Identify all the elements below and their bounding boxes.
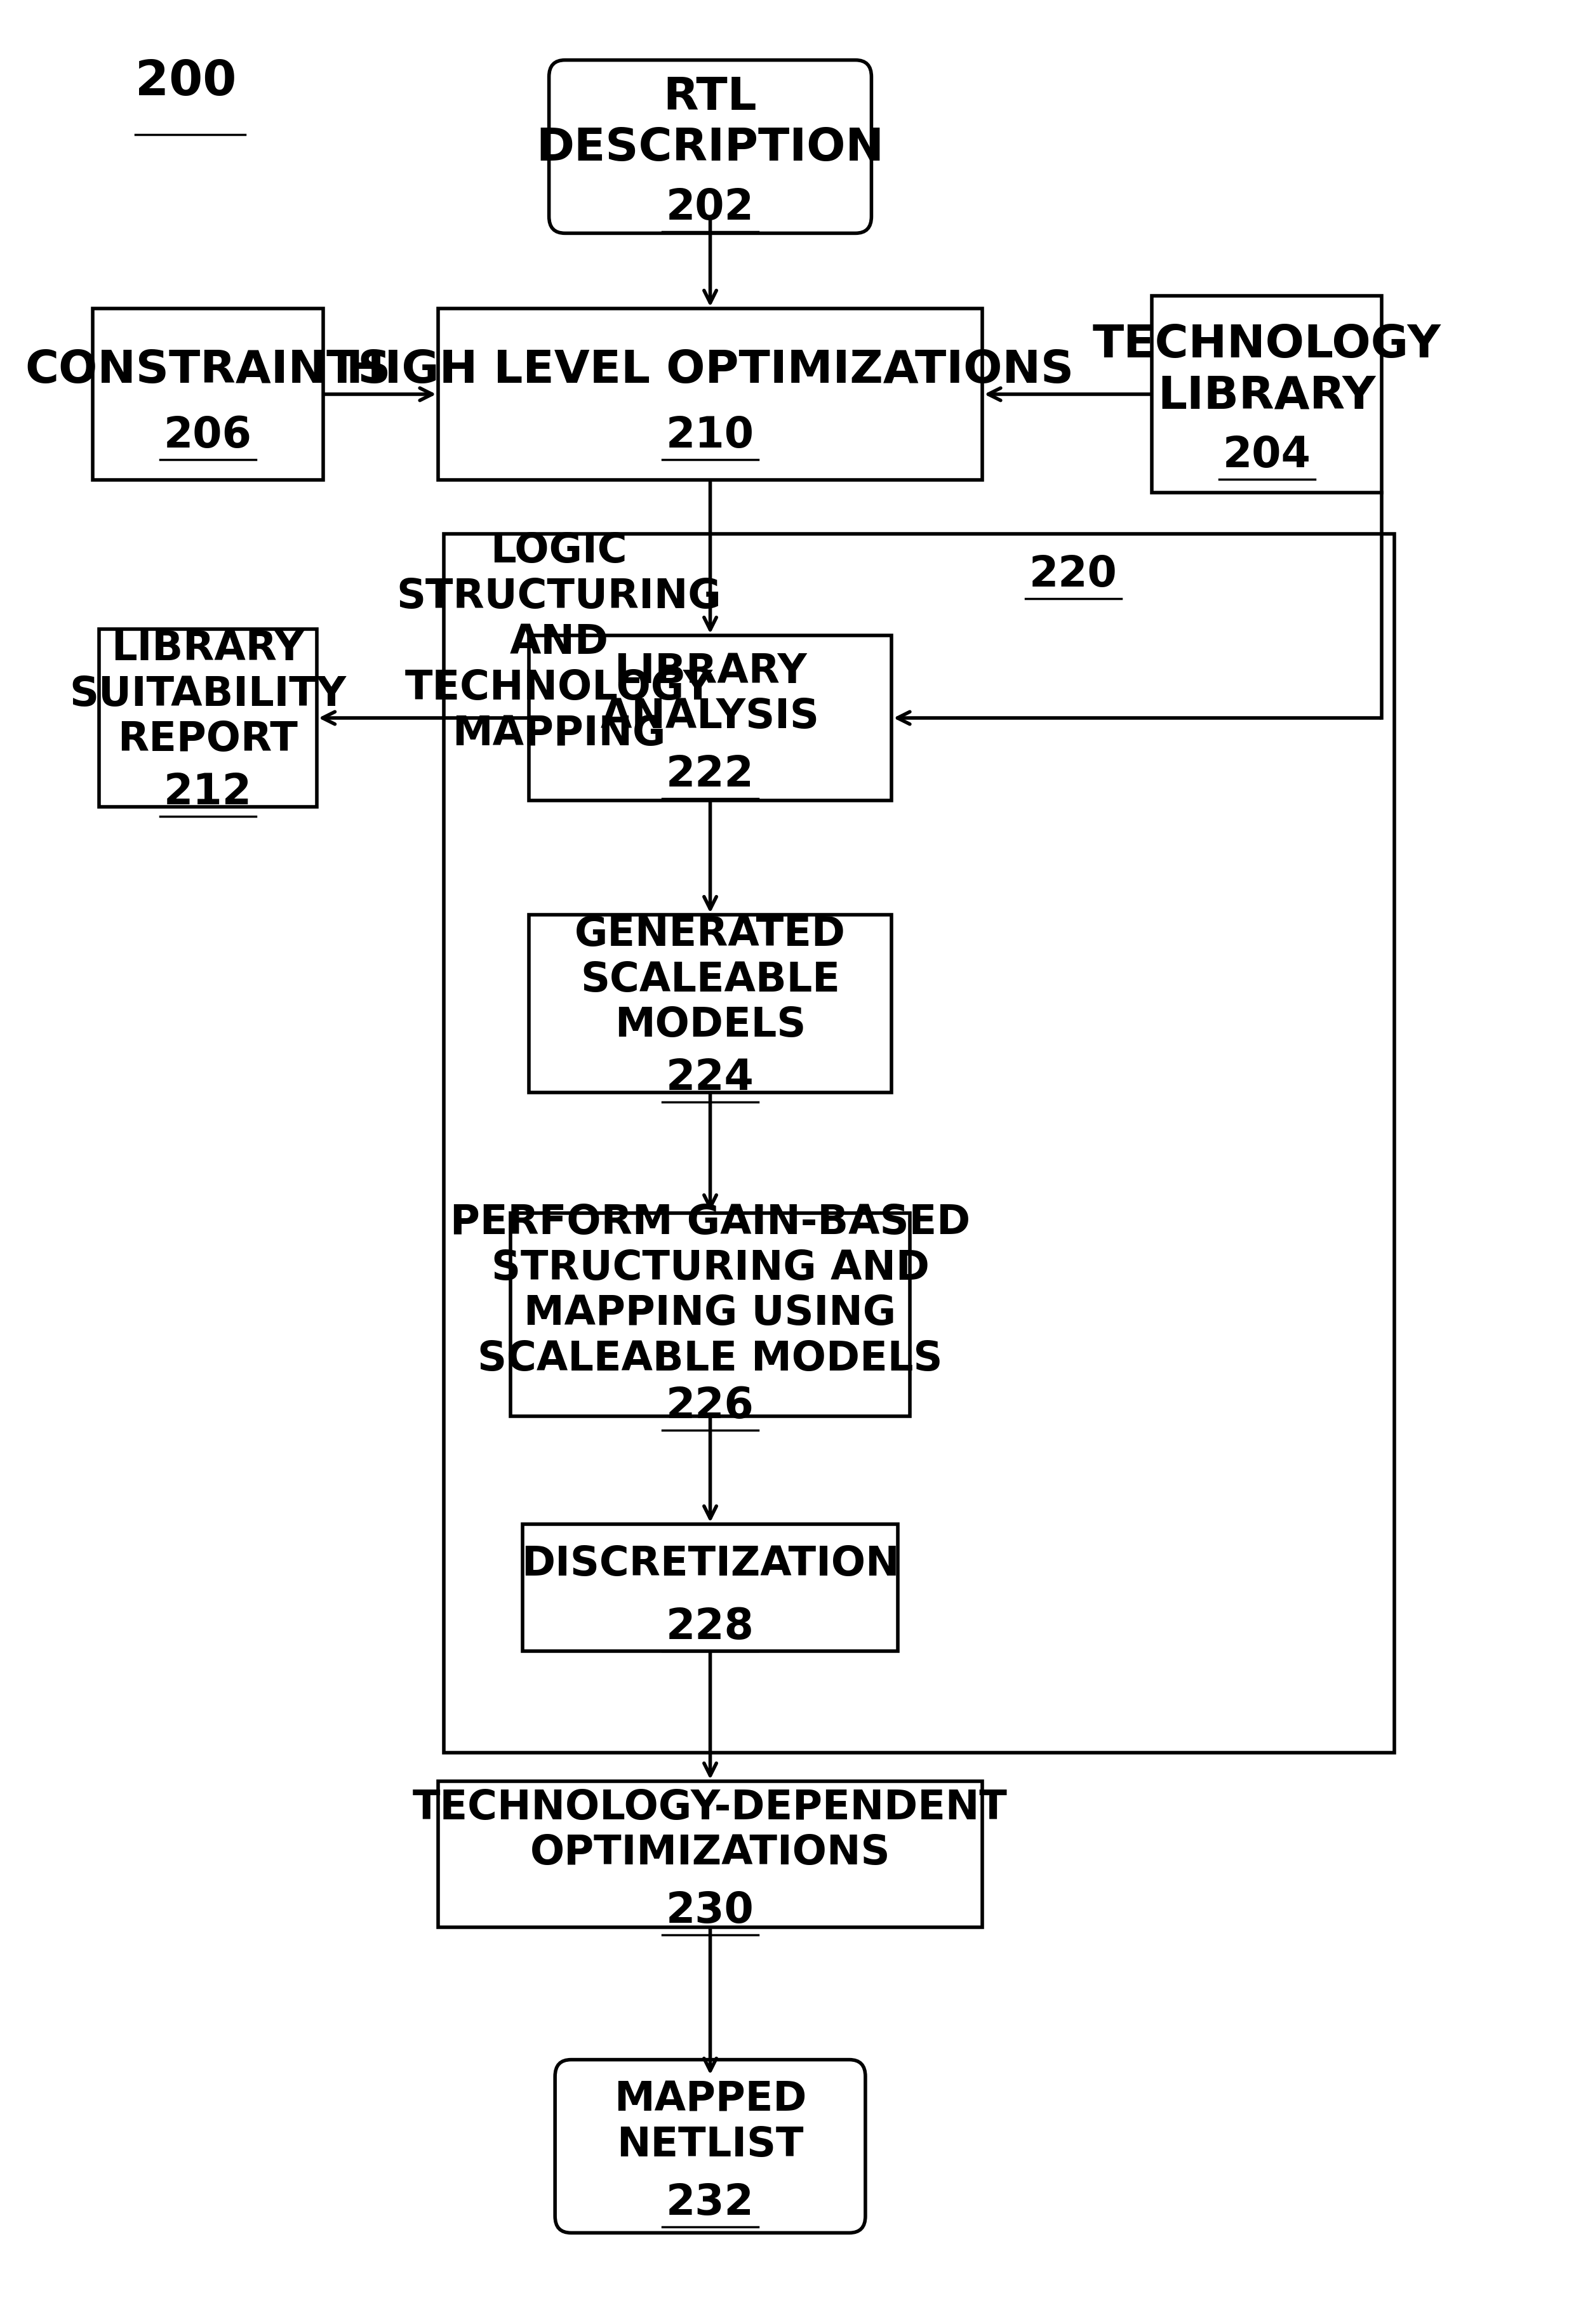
Text: HIGH LEVEL OPTIMIZATIONS: HIGH LEVEL OPTIMIZATIONS	[346, 349, 1073, 393]
Text: TECHNOLOGY
LIBRARY: TECHNOLOGY LIBRARY	[1093, 323, 1442, 418]
Bar	[510, 1213, 909, 1418]
Text: RTL
DESCRIPTION: RTL DESCRIPTION	[536, 77, 884, 170]
Text: 226: 226	[667, 1385, 754, 1427]
Text: 212: 212	[164, 772, 252, 813]
Text: LIBRARY
SUITABILITY
REPORT: LIBRARY SUITABILITY REPORT	[70, 630, 346, 760]
FancyBboxPatch shape	[549, 60, 871, 235]
Bar	[528, 637, 892, 802]
Bar	[439, 1783, 983, 1927]
Bar	[99, 630, 317, 806]
Text: DISCRETIZATION: DISCRETIZATION	[522, 1543, 900, 1583]
Text: 222: 222	[667, 753, 754, 795]
Text: 206: 206	[164, 414, 252, 456]
Text: LOGIC
STRUCTURING
AND
TECHNOLOGY
MAPPING: LOGIC STRUCTURING AND TECHNOLOGY MAPPING	[397, 532, 721, 753]
Text: 204: 204	[1223, 435, 1311, 476]
FancyBboxPatch shape	[555, 2059, 866, 2233]
Text: LIBRARY
ANALYSIS: LIBRARY ANALYSIS	[601, 651, 820, 737]
Text: GENERATED
SCALEABLE
MODELS: GENERATED SCALEABLE MODELS	[574, 913, 845, 1046]
Text: 202: 202	[667, 186, 754, 228]
Text: CONSTRAINTS: CONSTRAINTS	[26, 349, 391, 393]
Text: 228: 228	[667, 1606, 754, 1648]
Bar	[439, 309, 983, 481]
Bar	[443, 535, 1394, 1752]
Text: 220: 220	[1029, 553, 1118, 595]
Text: 224: 224	[667, 1057, 754, 1099]
Text: PERFORM GAIN-BASED
STRUCTURING AND
MAPPING USING
SCALEABLE MODELS: PERFORM GAIN-BASED STRUCTURING AND MAPPI…	[450, 1202, 970, 1378]
Text: 232: 232	[667, 2182, 754, 2224]
Text: TECHNOLOGY-DEPENDENT
OPTIMIZATIONS: TECHNOLOGY-DEPENDENT OPTIMIZATIONS	[413, 1787, 1008, 1873]
Text: 210: 210	[667, 414, 754, 456]
Text: 200: 200	[136, 58, 236, 105]
Text: MAPPED
NETLIST: MAPPED NETLIST	[614, 2080, 807, 2164]
Bar	[528, 916, 892, 1092]
Bar	[1152, 297, 1381, 493]
Text: 230: 230	[667, 1889, 754, 1931]
Bar	[93, 309, 322, 481]
Bar	[523, 1525, 898, 1652]
